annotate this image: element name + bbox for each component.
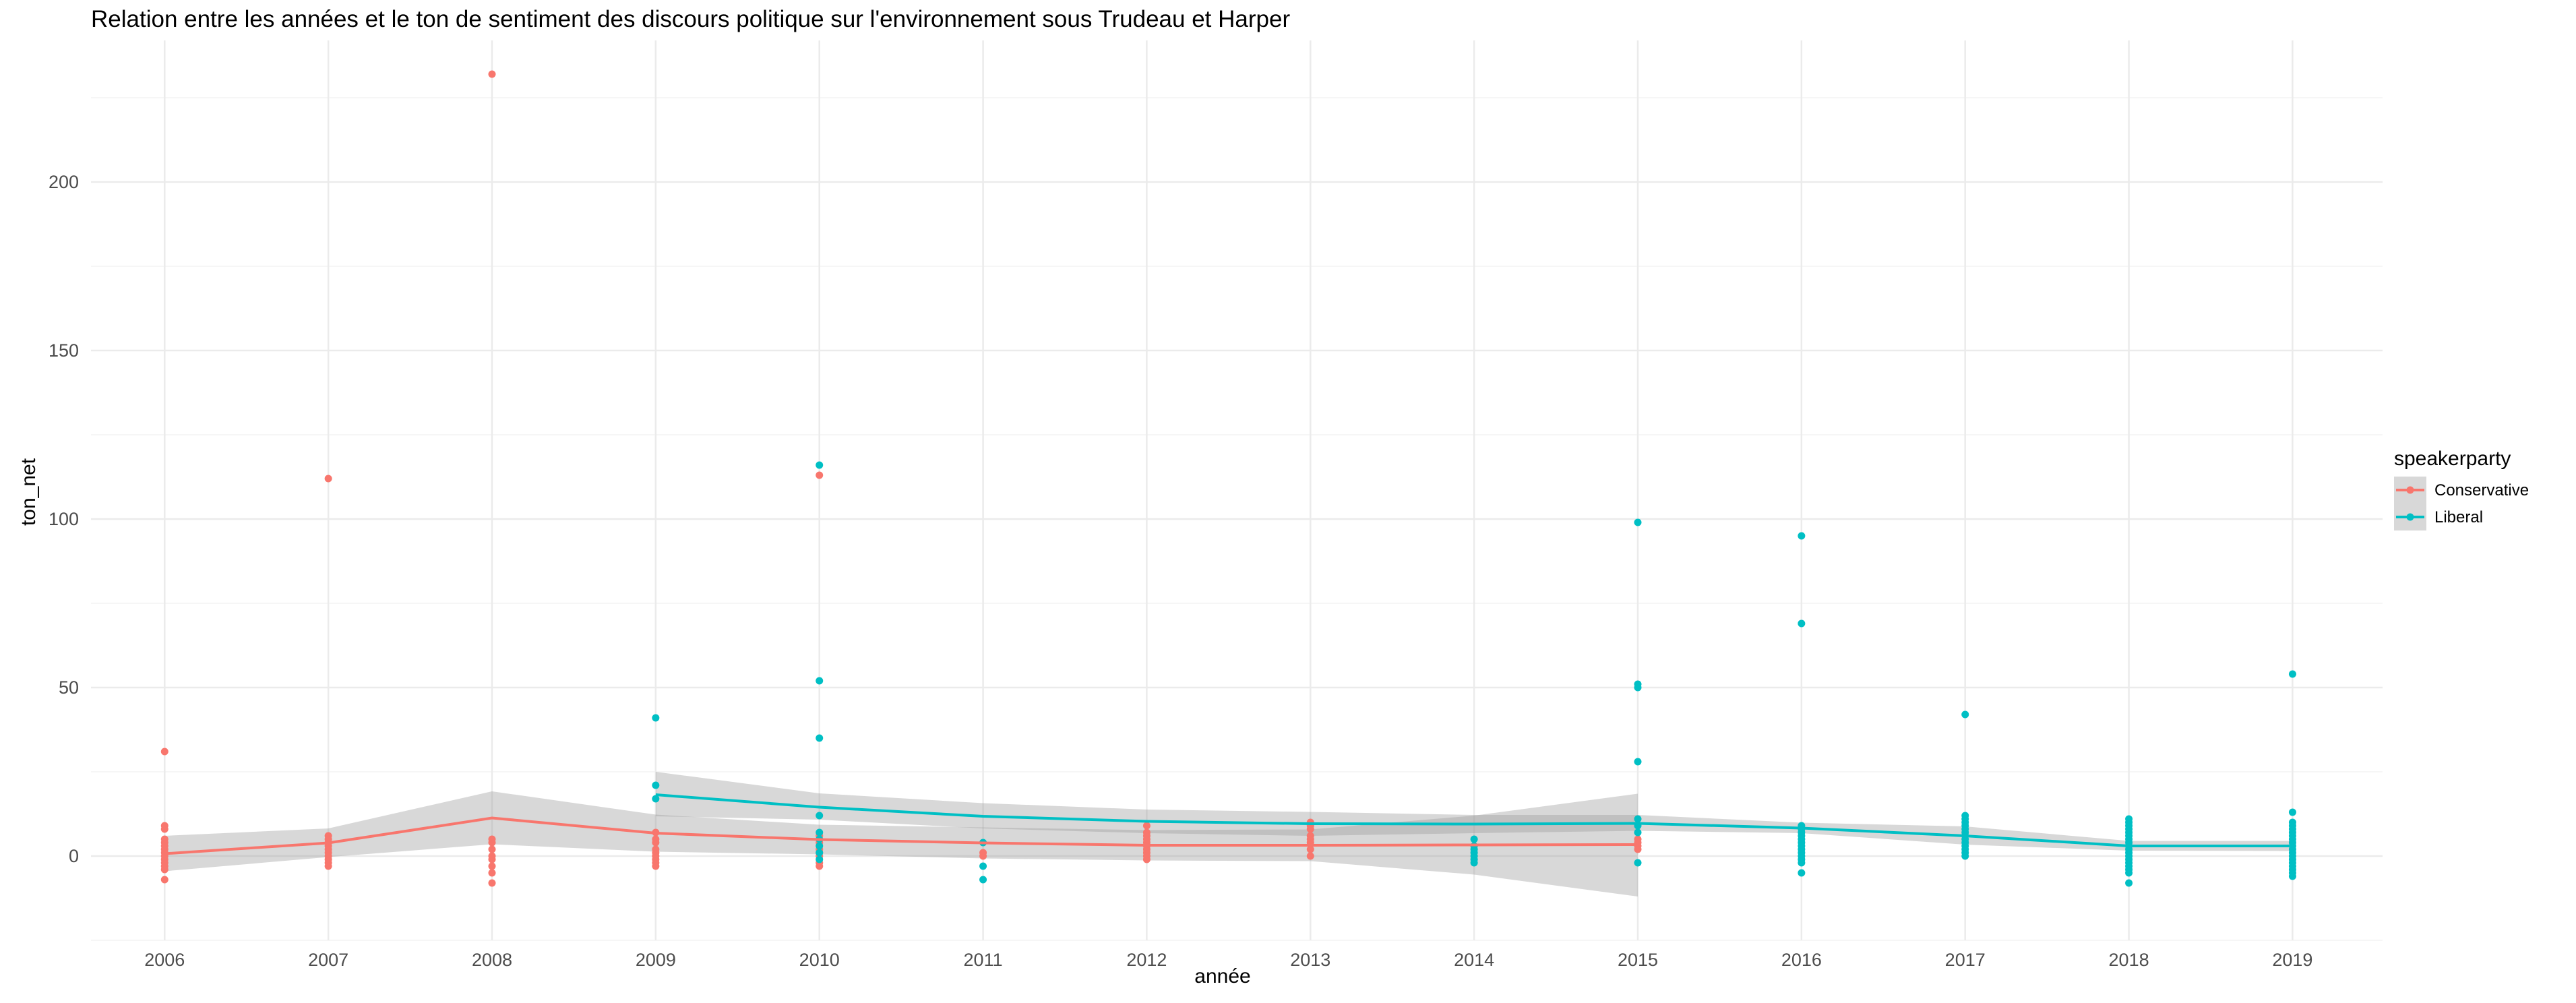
point-liberal <box>816 855 824 863</box>
point-conservative <box>1142 855 1151 863</box>
confidence-ribbons <box>164 772 2293 896</box>
x-tick-label: 2018 <box>2109 950 2149 970</box>
legend-keys: Conservative Liberal <box>2394 477 2529 530</box>
point-liberal <box>1470 835 1478 843</box>
point-liberal <box>1798 869 1806 877</box>
legend-label-conservative: Conservative <box>2434 481 2529 499</box>
point-liberal <box>1634 815 1642 823</box>
point-conservative <box>488 869 496 877</box>
point-conservative <box>816 471 824 479</box>
data-points <box>160 70 2296 887</box>
point-liberal <box>816 812 824 820</box>
point-conservative <box>652 839 660 847</box>
point-conservative <box>160 865 168 874</box>
x-tick-label: 2011 <box>964 950 1003 970</box>
x-tick-label: 2012 <box>1126 950 1167 970</box>
point-conservative <box>1634 845 1642 853</box>
point-liberal <box>2288 670 2296 678</box>
point-conservative <box>488 845 496 853</box>
point-liberal <box>2288 872 2296 880</box>
legend-key-point-conservative <box>2406 486 2414 494</box>
y-axis-title: ton_net <box>18 458 40 526</box>
trend-line-liberal <box>655 793 2293 847</box>
confidence-ribbon-conservative <box>164 791 1638 896</box>
point-liberal <box>816 849 824 857</box>
point-liberal <box>816 461 824 469</box>
y-tick-label: 150 <box>49 340 79 361</box>
point-liberal <box>1798 619 1806 628</box>
x-tick-label: 2014 <box>1454 950 1494 970</box>
legend-label-liberal: Liberal <box>2434 508 2483 526</box>
point-liberal <box>1634 518 1642 526</box>
point-conservative <box>1306 845 1314 853</box>
point-liberal <box>1634 758 1642 766</box>
point-liberal <box>1961 710 1969 719</box>
point-liberal <box>652 714 660 722</box>
point-conservative <box>488 70 496 78</box>
point-conservative <box>1142 822 1151 830</box>
trend-line-conservative <box>164 816 1638 855</box>
x-tick-label: 2013 <box>1290 950 1330 970</box>
point-liberal <box>979 876 987 884</box>
y-tick-label: 100 <box>49 509 79 529</box>
legend-title: speakerparty <box>2394 448 2511 470</box>
x-tick-label: 2015 <box>1618 950 1658 970</box>
y-tick-labels: 0 50 100 150 200 <box>49 172 79 866</box>
y-tick-label: 50 <box>59 677 79 698</box>
point-liberal <box>2125 879 2133 887</box>
x-tick-label: 2009 <box>636 950 676 970</box>
x-tick-labels: 2006 2007 2008 2009 2010 2011 2012 2013 2014 2015… <box>144 950 2312 970</box>
point-liberal <box>2288 808 2296 816</box>
point-liberal <box>2125 869 2133 877</box>
x-tick-label: 2017 <box>1945 950 1986 970</box>
point-conservative <box>324 862 332 870</box>
x-tick-label: 2016 <box>1781 950 1822 970</box>
legend-key-point-liberal <box>2406 513 2414 521</box>
grid <box>91 40 2383 941</box>
point-liberal <box>1798 532 1806 540</box>
chart-title: Relation entre les années et le ton de s… <box>91 6 1290 32</box>
x-tick-label: 2010 <box>799 950 840 970</box>
y-tick-label: 200 <box>49 172 79 192</box>
point-liberal <box>816 828 824 837</box>
point-liberal <box>816 734 824 742</box>
point-conservative <box>816 862 824 870</box>
point-liberal <box>1634 859 1642 867</box>
point-liberal <box>816 677 824 685</box>
x-tick-label: 2008 <box>472 950 512 970</box>
point-conservative <box>488 855 496 863</box>
point-liberal <box>1798 859 1806 867</box>
point-conservative <box>979 852 987 860</box>
point-conservative <box>160 748 168 756</box>
point-conservative <box>1306 825 1314 833</box>
point-liberal <box>1470 859 1478 867</box>
legend: speakerparty Conservative Liberal <box>2394 448 2529 530</box>
point-liberal <box>652 781 660 789</box>
point-conservative <box>488 862 496 870</box>
point-liberal <box>652 795 660 803</box>
point-conservative <box>324 475 332 483</box>
point-conservative <box>488 839 496 847</box>
point-liberal <box>1634 828 1642 837</box>
x-tick-label: 2007 <box>308 950 348 970</box>
point-conservative <box>160 825 168 833</box>
x-tick-label: 2006 <box>144 950 185 970</box>
point-liberal <box>979 862 987 870</box>
point-liberal <box>816 842 824 850</box>
x-axis-title: année <box>1194 965 1250 987</box>
point-conservative <box>1306 852 1314 860</box>
point-liberal <box>1961 852 1969 860</box>
point-liberal <box>1634 683 1642 692</box>
trend-lines <box>164 793 2293 855</box>
point-conservative <box>652 862 660 870</box>
point-conservative <box>160 876 168 884</box>
y-tick-label: 0 <box>69 846 79 866</box>
x-tick-label: 2019 <box>2272 950 2312 970</box>
point-conservative <box>488 879 496 887</box>
